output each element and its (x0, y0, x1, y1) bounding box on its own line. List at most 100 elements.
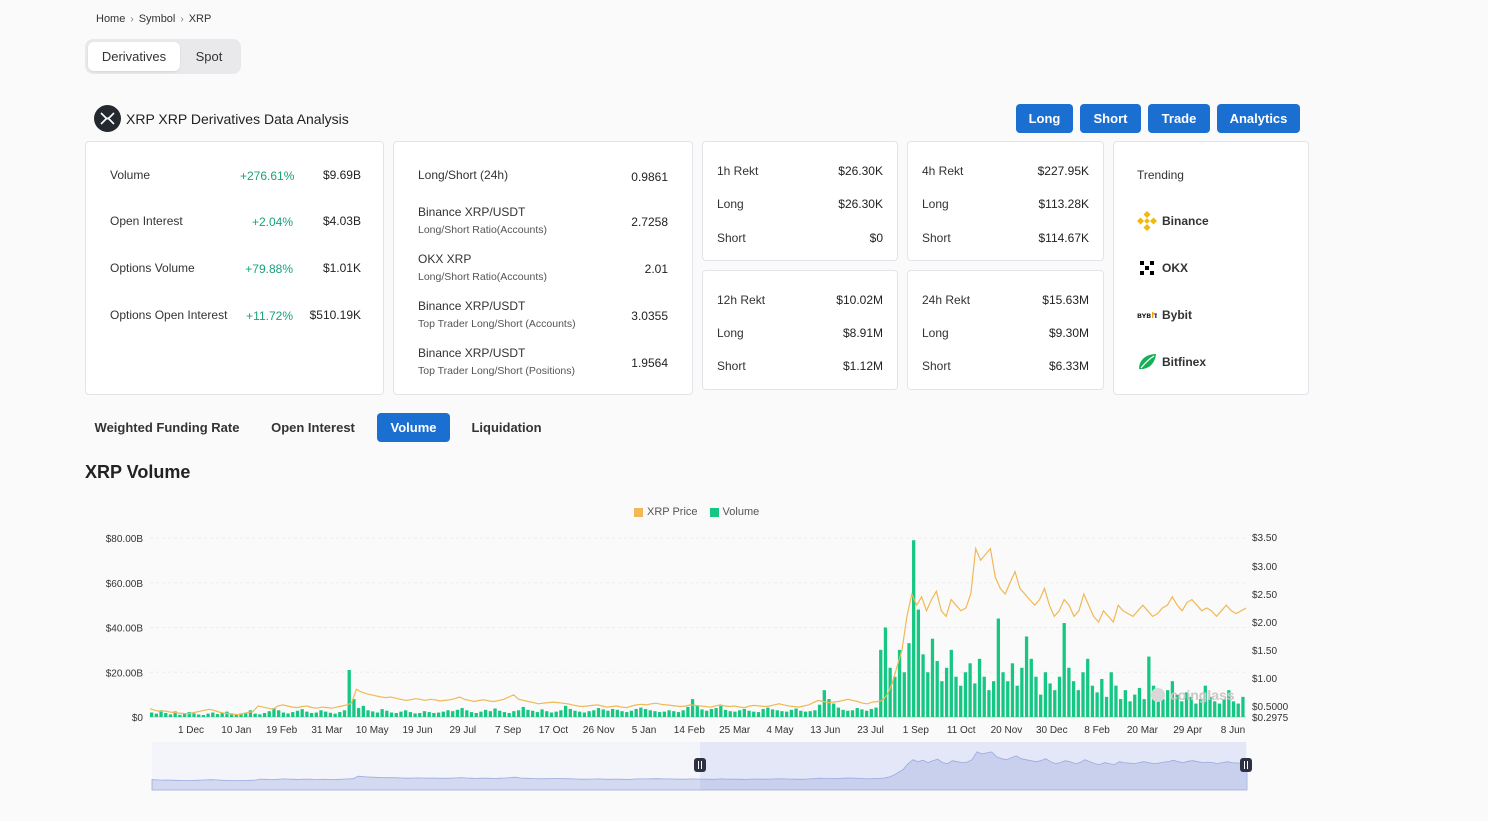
volume-bar (1184, 692, 1189, 717)
trending-item-binance[interactable]: Binance (1137, 211, 1209, 231)
volume-bar (531, 710, 535, 717)
volume-bar (1222, 699, 1226, 717)
volume-bar (474, 712, 478, 717)
volume-bar (601, 709, 605, 717)
volume-chart[interactable]: $80.00B $60.00B $40.00B $20.00B $0 $3.50 $3.00… (0, 520, 1488, 821)
tab-liquidation[interactable]: Liquidation (471, 420, 542, 435)
volume-bar (422, 711, 427, 717)
x-tick-label: 11 Oct (947, 725, 976, 736)
volume-bar (1114, 685, 1118, 717)
volume-bar (488, 711, 492, 717)
legend-swatch-volume (709, 507, 719, 517)
trending-item-bybit[interactable]: BYB T Bybit (1137, 305, 1192, 325)
tab-weighted-funding-rate[interactable]: Weighted Funding Rate (94, 420, 240, 435)
short-button[interactable]: Short (1080, 104, 1141, 133)
volume-bar (742, 708, 746, 717)
breadcrumb-current: XRP (188, 13, 212, 25)
overview-card: Volume +276.61% $9.69B Open Interest +2.… (85, 141, 384, 395)
volume-bar (813, 710, 817, 717)
volume-bar (201, 714, 206, 717)
volume-bar (1142, 699, 1146, 717)
trending-item-bitfinex[interactable]: Bitfinex (1137, 352, 1206, 372)
volume-bar (418, 712, 422, 717)
breadcrumb: Home › Symbol › XRP (96, 13, 211, 25)
chevron-right-icon: › (180, 13, 184, 25)
trending-label: Binance (1162, 214, 1209, 228)
chevron-right-icon: › (130, 13, 134, 25)
volume-bar (319, 710, 323, 717)
volume-bar (902, 672, 906, 717)
volume-bar (234, 714, 238, 717)
y-left-tick-label: $0 (132, 713, 144, 724)
volume-bar (573, 710, 577, 717)
analytics-button[interactable]: Analytics (1217, 104, 1300, 133)
long-button[interactable]: Long (1016, 104, 1073, 133)
overview-value: $510.19K (309, 308, 361, 322)
volume-bar (253, 713, 257, 717)
ratio-label: Binance XRP/USDT (418, 299, 526, 313)
navigator-handle[interactable] (694, 758, 706, 772)
overview-change: +11.72% (246, 309, 293, 323)
volume-bar (935, 661, 939, 717)
svg-text:T: T (1154, 312, 1157, 320)
volume-bar (1001, 672, 1005, 717)
volume-bar (836, 707, 841, 717)
legend-price[interactable]: XRP Price (647, 506, 698, 518)
volume-bar (690, 699, 695, 717)
trade-button[interactable]: Trade (1148, 104, 1210, 133)
volume-bar (215, 714, 220, 717)
y-left-tick-label: $80.00B (106, 534, 144, 545)
trending-item-okx[interactable]: OKX (1137, 258, 1188, 278)
ratio-label: Long/Short (24h) (418, 168, 509, 182)
navigator-handle[interactable] (1240, 758, 1252, 772)
volume-bar (1175, 694, 1179, 717)
overview-label: Options Volume (110, 261, 195, 275)
volume-bar (1227, 690, 1231, 717)
breadcrumb-home[interactable]: Home (96, 13, 126, 25)
ratio-value: 2.01 (644, 262, 668, 276)
x-tick-label: 17 Oct (539, 725, 569, 736)
volume-bar (973, 683, 977, 717)
x-tick-label: 23 Jul (857, 725, 884, 736)
derivatives-tab[interactable]: Derivatives (88, 42, 180, 71)
volume-bar (733, 711, 737, 717)
svg-text:BYB: BYB (1137, 312, 1151, 320)
volume-bar (197, 714, 201, 717)
y-right-tick-label: $0.5000 (1252, 702, 1289, 713)
volume-bar (723, 709, 728, 717)
overview-value: $1.01K (322, 261, 361, 275)
volume-bar (944, 667, 949, 717)
volume-bar (389, 712, 394, 717)
volume-bar (700, 709, 704, 717)
volume-bar (1039, 694, 1043, 717)
overview-change: +2.04% (251, 215, 293, 229)
volume-bar (277, 710, 281, 717)
volume-bar (1241, 696, 1245, 717)
tab-volume[interactable]: Volume (377, 413, 450, 442)
x-tick-label: 31 Mar (311, 725, 343, 736)
rekt-short: $6.33M (1048, 359, 1089, 373)
rekt-short: $114.67K (1038, 231, 1090, 245)
y-left-tick-label: $40.00B (106, 624, 144, 635)
volume-bar (719, 705, 723, 717)
y-left-tick-label: $20.00B (106, 668, 144, 679)
volume-bar (173, 711, 177, 717)
rekt-long-label: Long (717, 197, 744, 211)
ratio-sublabel: Long/Short Ratio(Accounts) (418, 271, 547, 283)
rekt-short-label: Short (717, 231, 746, 245)
volume-bar (1100, 678, 1104, 717)
x-tick-label: 5 Jan (632, 725, 656, 736)
volume-bar (516, 710, 521, 717)
rekt-24h-card: 24h Rekt $15.63M Long $9.30M Short $6.33… (907, 270, 1104, 390)
rekt-total: $227.95K (1037, 164, 1089, 178)
legend-volume[interactable]: Volume (722, 506, 760, 518)
ratio-label: Binance XRP/USDT (418, 346, 526, 360)
x-tick-label: 10 May (356, 725, 389, 736)
rekt-period: 24h Rekt (922, 293, 971, 307)
tab-open-interest[interactable]: Open Interest (271, 420, 355, 435)
rekt-period: 1h Rekt (717, 164, 759, 178)
breadcrumb-symbol[interactable]: Symbol (138, 13, 176, 25)
spot-tab[interactable]: Spot (195, 49, 223, 64)
volume-bar (324, 711, 328, 717)
rekt-short-label: Short (922, 359, 951, 373)
